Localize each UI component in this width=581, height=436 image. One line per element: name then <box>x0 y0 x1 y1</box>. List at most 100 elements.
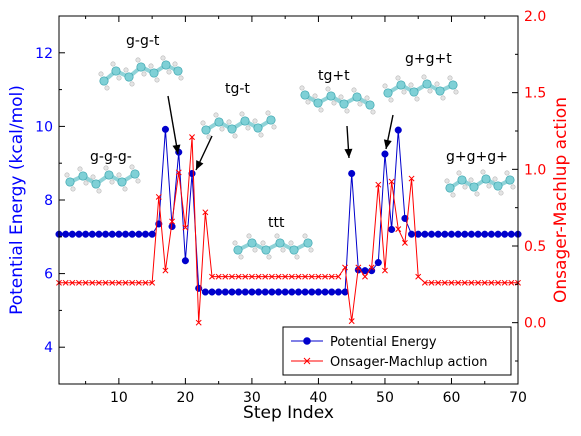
hydrogen-atom <box>266 254 272 260</box>
carbon-atom <box>383 88 393 98</box>
energy-point <box>95 230 103 238</box>
energy-point <box>461 230 469 238</box>
hydrogen-atom <box>265 110 271 116</box>
energy-point <box>328 288 336 296</box>
carbon-atom <box>275 238 285 248</box>
energy-point <box>454 230 462 238</box>
carbon-atom <box>396 80 406 90</box>
hydrogen-atom <box>123 67 129 73</box>
energy-point <box>434 230 442 238</box>
carbon-atom <box>124 72 134 82</box>
hydrogen-atom <box>305 99 311 105</box>
hydrogen-atom <box>103 165 109 171</box>
carbon-atom <box>339 99 349 109</box>
energy-point <box>248 288 256 296</box>
hydrogen-atom <box>238 254 244 260</box>
energy-point <box>474 230 482 238</box>
carbon-atom <box>352 92 362 102</box>
hydrogen-atom <box>98 71 104 77</box>
hydrogen-atom <box>271 124 277 130</box>
annotation-label: tg-t <box>225 81 250 97</box>
carbon-atom <box>448 80 458 90</box>
hydrogen-atom <box>166 69 172 75</box>
action-point <box>135 279 142 286</box>
molecule-image <box>98 55 184 91</box>
y-axis-right-label: Onsager-Machlup action <box>551 97 571 303</box>
y-left-tick-label: 4 <box>44 340 53 356</box>
hydrogen-atom <box>160 55 166 61</box>
hydrogen-atom <box>294 254 300 260</box>
x-tick-label: 70 <box>509 390 527 406</box>
y-right-tick-label: 1.5 <box>524 86 546 102</box>
carbon-atom <box>313 98 323 108</box>
action-point <box>468 279 475 286</box>
action-point <box>115 279 122 286</box>
action-point <box>242 273 249 280</box>
hydrogen-atom <box>395 75 401 81</box>
action-point <box>395 226 402 233</box>
annotation-label: g+g+g+ <box>446 149 508 165</box>
action-point <box>195 319 202 326</box>
action-point <box>95 279 102 286</box>
hydrogen-atom <box>474 191 480 197</box>
energy-point <box>441 230 449 238</box>
energy-point <box>494 230 502 238</box>
hydrogen-atom <box>414 96 420 102</box>
energy-point <box>401 214 409 222</box>
hydrogen-atom <box>260 240 266 246</box>
action-point <box>428 279 435 286</box>
hydrogen-atom <box>447 75 453 81</box>
annotation-arrows <box>167 95 394 171</box>
hydrogen-atom <box>226 119 232 125</box>
action-point <box>435 279 442 286</box>
energy-point <box>141 230 150 238</box>
hydrogen-atom <box>370 109 376 115</box>
energy-point <box>261 288 269 296</box>
carbon-atom <box>130 169 140 179</box>
action-point <box>375 181 382 188</box>
energy-point <box>208 288 216 296</box>
action-point <box>248 273 255 280</box>
hydrogen-atom <box>492 176 498 182</box>
energy-point <box>115 230 123 238</box>
legend-label-energy: Potential Energy <box>330 335 437 350</box>
hydrogen-atom <box>135 178 141 184</box>
carbon-atom <box>445 183 455 193</box>
energy-point <box>75 230 83 238</box>
action-point <box>215 273 222 280</box>
action-point <box>62 279 69 286</box>
annotation-arrowhead <box>196 160 204 170</box>
carbon-atom <box>300 90 310 100</box>
carbon-atom <box>469 182 479 192</box>
x-axis: 10 20 30 40 50 60 70 <box>85 16 527 406</box>
hydrogen-atom <box>77 166 83 172</box>
action-point <box>255 273 262 280</box>
carbon-atom <box>78 171 88 181</box>
hydrogen-atom <box>135 57 141 63</box>
annotation-arrowhead <box>344 148 353 158</box>
action-point <box>202 209 209 216</box>
molecule-images <box>64 55 516 260</box>
energy-point <box>62 230 70 238</box>
action-point <box>122 279 129 286</box>
annotation-label: g-g-t <box>126 33 160 49</box>
energy-point <box>281 288 289 296</box>
action-point <box>275 273 282 280</box>
hydrogen-atom <box>141 71 147 77</box>
molecule-image <box>299 85 376 115</box>
hydrogen-atom <box>325 86 331 92</box>
hydrogen-atom <box>427 88 433 94</box>
hydrogen-atom <box>219 126 225 132</box>
action-point <box>308 273 315 280</box>
hydrogen-atom <box>462 184 468 190</box>
molecule-image <box>64 164 141 194</box>
energy-point <box>235 288 243 296</box>
carbon-atom <box>326 91 336 101</box>
molecule-image <box>232 233 314 260</box>
action-point <box>89 279 96 286</box>
carbon-atom <box>505 175 515 185</box>
action-point <box>288 273 295 280</box>
hydrogen-atom <box>302 233 308 239</box>
hydrogen-atom <box>318 107 324 113</box>
action-point <box>268 273 275 280</box>
